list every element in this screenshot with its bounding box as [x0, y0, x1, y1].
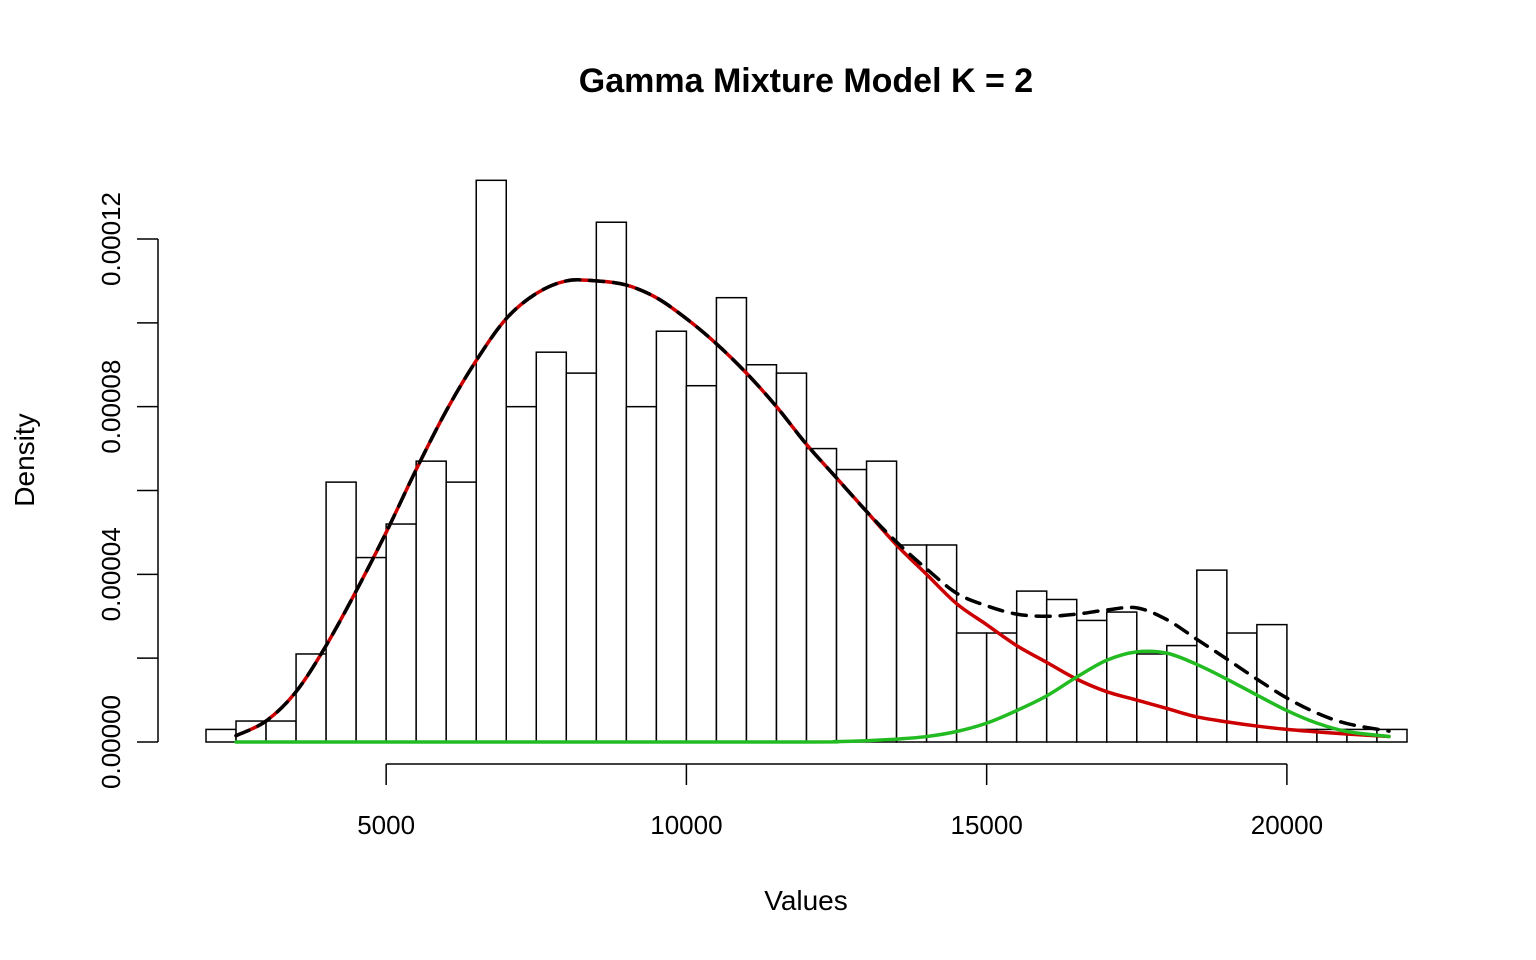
y-tick-label: 0.00004: [96, 527, 126, 621]
histogram-bar: [265, 720, 297, 743]
mixture-curve: [234, 278, 1391, 738]
x-tick-label: 5000: [357, 810, 415, 840]
x-axis: 5000 10000 15000 20000: [357, 763, 1323, 840]
histogram-bar: [805, 447, 838, 743]
histogram-bar: [415, 460, 447, 743]
density-curves: [234, 278, 1391, 744]
y-axis: 0.00000 0.00004 0.00008 0.00012: [96, 192, 159, 789]
chart-title: Gamma Mixture Model K = 2: [579, 62, 1033, 100]
histogram-bars: [205, 179, 1408, 743]
x-tick-label: 10000: [650, 810, 722, 840]
histogram-bar: [865, 460, 898, 743]
histogram-bar: [595, 221, 628, 743]
histogram-bar: [1106, 611, 1138, 743]
histogram-bar: [325, 481, 357, 743]
histogram-bar: [505, 405, 538, 743]
histogram-bar: [1136, 653, 1168, 743]
histogram-bar: [565, 372, 598, 743]
y-tick-label: 0.00000: [96, 695, 126, 789]
histogram-bar: [445, 481, 477, 743]
x-tick-label: 15000: [950, 810, 1022, 840]
histogram-bar: [1166, 644, 1198, 743]
histogram-bar: [745, 364, 778, 743]
histogram-bar: [715, 296, 748, 743]
histogram-bar: [775, 372, 808, 743]
y-tick-label: 0.00008: [96, 360, 126, 454]
histogram-bar: [895, 544, 928, 743]
histogram-bar: [985, 632, 1018, 743]
y-axis-label: Density: [9, 413, 40, 506]
x-axis-label: Values: [764, 885, 848, 916]
histogram-bar: [385, 523, 417, 743]
histogram-bar: [475, 179, 508, 743]
histogram-bar: [835, 468, 868, 743]
histogram-bar: [625, 405, 658, 743]
x-tick-label: 20000: [1251, 810, 1323, 840]
histogram-bar: [655, 330, 688, 743]
y-tick-label: 0.00012: [96, 192, 126, 286]
histogram-bar: [535, 351, 568, 743]
component-2-curve: [234, 649, 1391, 744]
histogram-bar: [685, 384, 718, 743]
histogram-bar: [205, 728, 237, 743]
